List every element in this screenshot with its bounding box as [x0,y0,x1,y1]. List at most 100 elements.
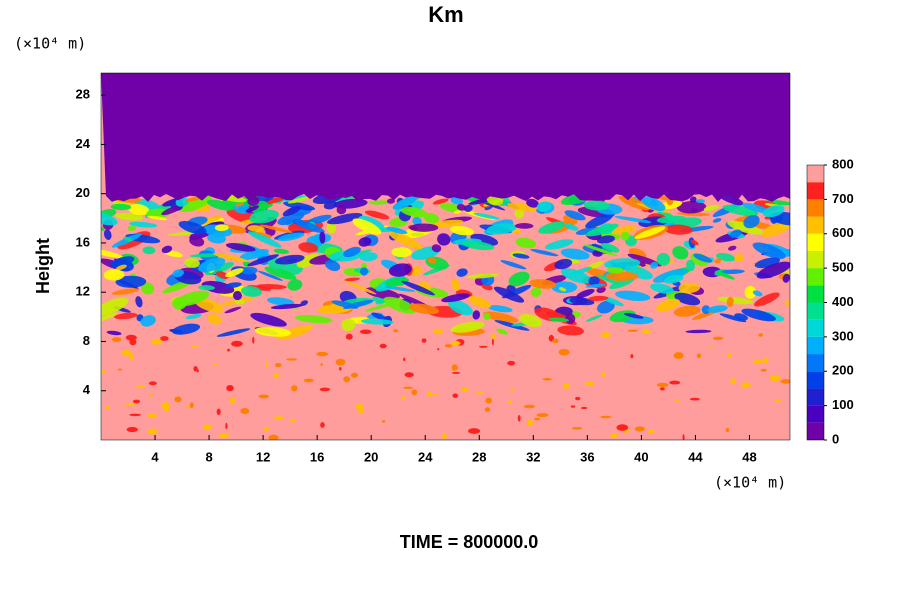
field-blob [364,210,390,220]
field-spot [189,402,194,409]
field-spot [291,385,298,392]
field-blob [388,231,423,250]
field-spot [404,372,414,378]
field-blob [762,205,785,218]
field-blob [720,269,745,274]
field-spot [600,372,606,377]
field-blob [569,297,595,306]
x-tick-label: 20 [364,449,378,464]
field-blob [240,286,262,297]
field-spot [484,407,491,412]
field-spot [403,386,414,389]
field-blob [384,277,409,287]
field-blob [672,246,689,260]
field-spot [730,378,736,384]
field-blob [519,313,543,328]
field-blob [388,263,412,277]
field-blob [372,296,385,304]
field-blob [111,288,140,295]
field-spot [163,405,170,412]
field-spot [216,408,221,416]
colorbar-swatch [807,285,824,303]
field-spot [218,433,230,438]
field-blob [247,225,265,232]
colorbar-swatch [807,336,824,355]
field-spot [627,329,639,333]
field-blob [582,244,618,257]
field-blob [408,303,439,315]
field-blob [727,220,764,235]
field-blob [575,226,599,235]
field-blob [198,285,215,291]
x-tick-label: 44 [688,449,703,464]
field-blob [213,253,249,263]
field-spot [674,398,680,402]
field-blob [583,200,610,211]
field-spot [105,406,111,410]
field-blob [703,204,720,211]
field-blob [115,275,147,288]
colorbar-tick-label: 300 [832,328,854,343]
field-blob [451,278,461,291]
field-blob [161,245,173,254]
field-spot [355,403,364,410]
field-blob [207,233,226,244]
field-spot [468,428,481,434]
field-blob [693,253,713,263]
field-spot [507,400,512,405]
field-blob [359,252,378,262]
field-spot [129,353,134,361]
field-blob [650,261,659,269]
field-blob [606,267,624,274]
field-spot [760,368,767,372]
colorbar-tick-label: 400 [832,294,854,309]
field-spot [727,352,732,358]
field-blob [624,265,653,280]
field-blob [554,258,573,270]
y-tick-label: 8 [83,333,90,348]
field-spot [421,338,427,343]
field-blob [300,300,308,306]
field-blob [324,259,341,271]
field-blob [247,254,279,267]
field-spot [227,348,231,352]
field-spot [442,432,447,440]
x-tick-label: 28 [472,449,486,464]
field-spot [451,364,458,371]
field-blob [456,268,468,277]
field-blob [591,243,603,249]
field-blob [352,218,382,235]
field-spot [571,426,583,430]
field-spot [669,380,681,385]
field-blob [240,266,258,275]
field-spot [437,347,440,351]
field-blob [742,202,772,214]
field-blob [652,268,688,283]
field-spot [432,393,438,396]
field-spot [147,413,158,418]
field-spot [343,376,351,383]
field-blob [178,220,207,235]
field-spot [507,360,516,366]
field-blob [412,216,422,226]
field-blob [194,297,225,313]
y-tick-label: 24 [76,136,91,151]
field-spot [316,351,329,357]
field-blob [128,203,150,216]
field-blob [432,198,449,205]
field-blob [569,266,592,277]
field-blob [734,253,744,262]
field-blob [103,229,112,241]
field-spot [118,368,122,371]
field-spot [193,366,198,372]
field-blob [558,287,567,292]
colorbar-swatch [807,268,824,286]
field-spot [132,399,141,404]
field-blob [172,323,201,335]
field-blob [386,226,408,234]
field-blob [752,242,786,259]
field-blob [140,315,156,327]
field-spot [379,343,387,349]
field-blob [283,201,316,211]
field-blob [601,242,620,253]
